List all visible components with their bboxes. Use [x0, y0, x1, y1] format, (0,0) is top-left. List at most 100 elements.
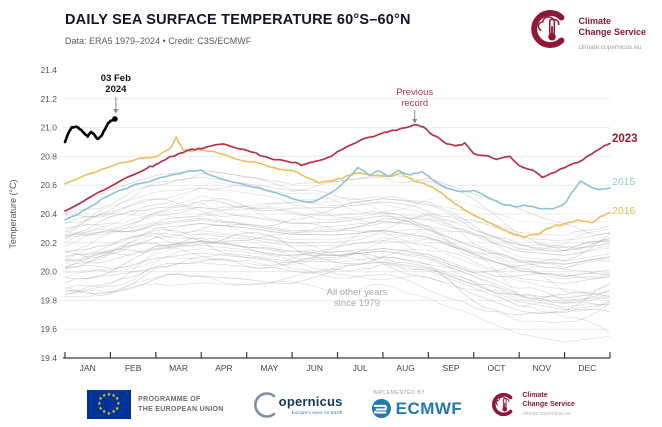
month-label-MAR: MAR [169, 363, 188, 373]
other-year-line [64, 203, 611, 270]
other-years-lines [64, 169, 611, 343]
month-label-NOV: NOV [533, 363, 552, 373]
c3s-header-logo: Climate Change Service climate.copernicu… [528, 7, 646, 51]
other-year-line [64, 202, 611, 256]
eu-star-icon: ★ [111, 409, 116, 416]
other-year-line [64, 232, 611, 305]
series-line-2015 [64, 166, 611, 221]
other-year-line [64, 218, 611, 264]
other-year-line [64, 250, 611, 315]
y-axis-title: Temperature (°C) [8, 179, 18, 248]
other-year-line [64, 232, 611, 280]
eu-star-icon: ★ [97, 401, 102, 407]
month-label-SEP: SEP [443, 363, 460, 373]
series-label-2015: 2015 [612, 176, 636, 188]
other-year-line [64, 232, 611, 303]
c3s-footer-line1: Climate [522, 391, 548, 399]
ecmwf-wordmark: ECMWF [395, 398, 463, 418]
other-year-line [64, 228, 611, 294]
previous-record-label: Previous [396, 87, 433, 98]
other-year-line [64, 187, 611, 262]
other-year-line [64, 253, 611, 324]
other-years-caption: since 1979 [334, 298, 380, 309]
other-year-line [64, 199, 611, 253]
other-year-line [64, 223, 611, 278]
copernicus-crescent-icon [253, 391, 275, 418]
y-tick-label: 20.2 [40, 238, 57, 248]
copernicus-logo: opernicus Europe's eyes on Earth [252, 390, 343, 420]
other-years-caption: All other years [327, 287, 388, 298]
other-year-line [64, 185, 611, 237]
eu-star-icon: ★ [98, 396, 103, 403]
other-year-line [64, 248, 611, 301]
series-label-2016: 2016 [612, 205, 636, 217]
copernicus-tagline: Europe's eyes on Earth [291, 410, 343, 415]
eu-star-icon: ★ [114, 405, 120, 412]
y-tick-label: 19.8 [40, 295, 57, 305]
other-year-line [64, 181, 611, 226]
eu-star-icon: ★ [116, 401, 121, 407]
other-year-line [64, 262, 611, 334]
eu-flag-icon: ★ ★ ★ ★ ★ ★ ★ ★ ★ ★ ★ ★ [87, 390, 132, 419]
other-year-line [64, 237, 611, 312]
y-tick-label: 20.4 [40, 209, 57, 219]
x-axis: JAN FEB MAR APR MAY JUN JUL AUG SEP OCT NOV DEC [63, 352, 611, 373]
previous-record-label: record [401, 98, 428, 109]
eu-star-icon: ★ [101, 409, 107, 416]
y-tick-label: 21.0 [40, 123, 57, 133]
chart-header: DAILY SEA SURFACE TEMPERATURE 60°S–60°N … [65, 12, 411, 46]
series-line-2016 [64, 136, 611, 239]
month-label-MAY: MAY [260, 363, 278, 373]
other-year-line [64, 220, 611, 269]
chart-subtitle: Data: ERA5 1979–2024 • Credit: C3S/ECMWF [65, 36, 252, 46]
other-year-line [64, 211, 611, 275]
other-year-line [64, 176, 611, 247]
other-year-line [64, 200, 611, 251]
month-label-JUN: JUN [307, 363, 324, 373]
c3s-footer-url: climate.copernicus.eu [522, 411, 571, 418]
eu-star-icon: ★ [114, 396, 120, 403]
y-tick-label: 21.2 [40, 94, 57, 104]
eu-star-icon: ★ [101, 392, 107, 399]
other-year-line [64, 223, 611, 277]
c3s-crescent-icon [528, 7, 572, 51]
other-year-line [64, 198, 611, 256]
eu-programme-logo: ★ ★ ★ ★ ★ ★ ★ ★ ★ ★ ★ ★ PROGRAMME OF THE EUROPEAN U… [87, 390, 224, 419]
eu-star-icon: ★ [106, 410, 112, 417]
c3s-crescent-icon [492, 392, 513, 417]
other-year-line [64, 214, 611, 265]
other-year-line [64, 280, 611, 343]
ecmwf-logo: IMPLEMENTED BY ECMWF [371, 390, 463, 419]
c3s-footer-line2: Change Service [522, 400, 575, 408]
latest-date-label: 2024 [105, 84, 127, 95]
c3s-logo-url: climate.copernicus.eu [578, 43, 642, 51]
ecmwf-globe-icon [371, 398, 391, 419]
other-year-line [64, 214, 611, 280]
y-tick-label: 20.8 [40, 151, 57, 161]
highlighted-year-lines: 2016 2015 2023 [63, 116, 638, 239]
month-label-APR: APR [215, 363, 232, 373]
other-year-line [64, 248, 611, 308]
c3s-footer-logo: Climate Change Service climate.copernicu… [490, 391, 575, 418]
eu-programme-line1: PROGRAMME OF [138, 396, 201, 404]
y-tick-label: 19.6 [40, 324, 57, 334]
y-tick-label: 21.4 [40, 65, 57, 75]
copernicus-wordmark: opernicus [278, 394, 343, 409]
eu-star-icon: ★ [106, 391, 112, 398]
latest-date-label: 03 Feb [101, 73, 131, 84]
month-label-DEC: DEC [578, 363, 596, 373]
month-label-JAN: JAN [80, 363, 96, 373]
y-tick-label: 19.4 [40, 353, 57, 363]
other-year-line [64, 169, 611, 236]
other-year-line [64, 197, 611, 251]
series-line-2023 [64, 123, 611, 212]
other-year-line [64, 229, 611, 285]
latest-value-dot [112, 116, 118, 122]
month-label-OCT: OCT [487, 363, 505, 373]
y-tick-label: 20.0 [40, 267, 57, 277]
eu-star-icon: ★ [111, 392, 116, 399]
month-label-AUG: AUG [396, 363, 414, 373]
other-year-line [64, 239, 611, 299]
